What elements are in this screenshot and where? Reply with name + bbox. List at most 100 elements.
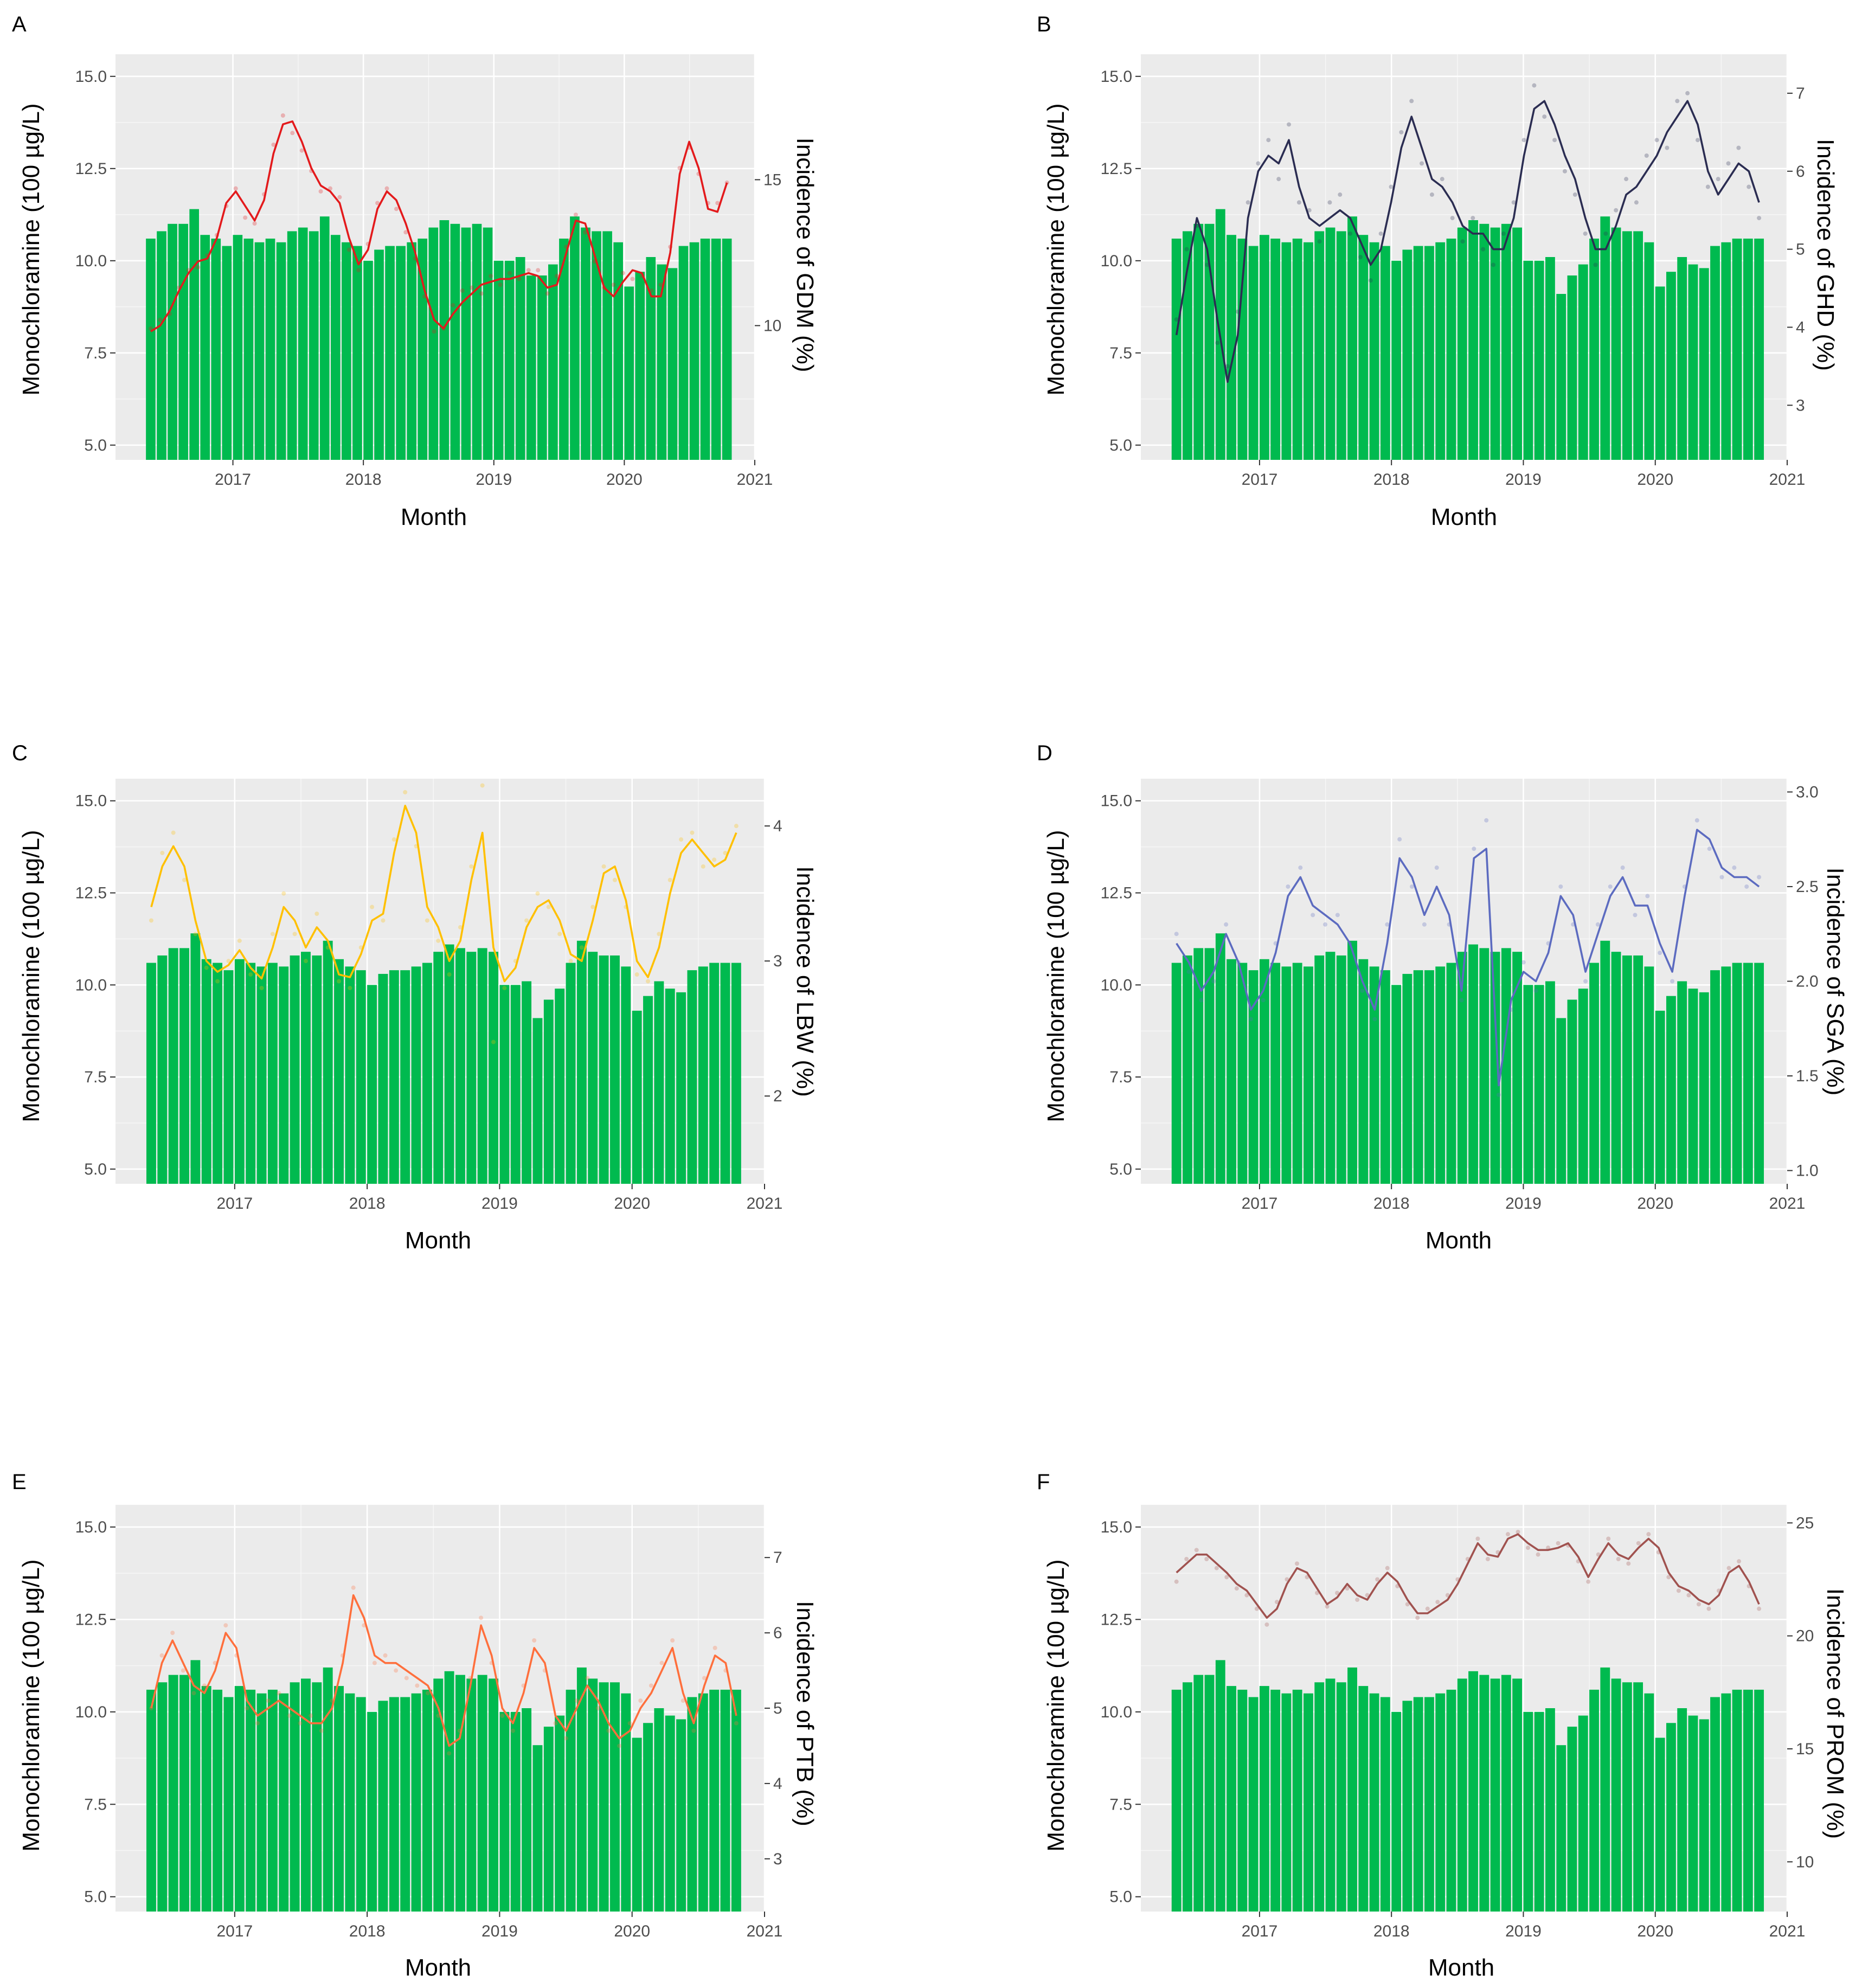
panel-c-point <box>657 932 662 937</box>
panel-f-ytick-label: 12.5 <box>1101 1611 1132 1628</box>
panel-f-xtick-label: 2017 <box>1242 1922 1278 1940</box>
panel-f-bar <box>1204 1675 1215 1912</box>
panel-e-xtick-label: 2021 <box>747 1922 783 1940</box>
panel-c-point <box>292 932 297 937</box>
panel-e-point <box>510 1728 515 1733</box>
panel-c-point <box>193 932 198 937</box>
panel-f-bar <box>1171 1689 1182 1912</box>
panel-c-bar <box>378 973 388 1184</box>
panel-b-bar <box>1171 239 1182 460</box>
panel-e-point <box>298 1721 303 1726</box>
panel-e-bar <box>731 1689 741 1912</box>
panel-f-point <box>1726 1566 1731 1570</box>
panel-f-point <box>1616 1557 1621 1561</box>
panel-b-point <box>1736 145 1741 150</box>
panel-b-bar <box>1347 216 1357 460</box>
panel-a-point <box>715 201 720 206</box>
panel-b-point <box>1747 184 1751 189</box>
panel-c-bar <box>234 959 245 1184</box>
panel-e-bar <box>389 1697 399 1912</box>
panel-b-point <box>1614 208 1619 213</box>
panel-d-bar <box>1402 973 1412 1184</box>
panel-d-bar <box>1325 952 1335 1184</box>
panel-c-xtick-label: 2021 <box>747 1195 783 1213</box>
panel-f-bar <box>1193 1675 1204 1912</box>
panel-a-y2tick-label: 10 <box>763 317 781 335</box>
panel-c-xtick-label: 2020 <box>614 1195 650 1213</box>
panel-d-y2tick-label: 1.5 <box>1796 1067 1819 1085</box>
panel-a-ytick-label: 12.5 <box>75 160 107 178</box>
panel-a-point <box>432 329 436 334</box>
panel-f-bar <box>1215 1660 1225 1912</box>
panel-f-y2label: Incidence of PROM (%) <box>1822 1588 1848 1839</box>
panel-c-bar <box>466 952 477 1184</box>
panel-c-bar <box>157 955 168 1184</box>
panel-c-xtick-label: 2018 <box>349 1195 386 1213</box>
panel-a-point <box>611 283 616 287</box>
panel-e-y2tick-label: 6 <box>773 1624 782 1642</box>
panel-e-bar <box>157 1682 168 1912</box>
panel-c-point <box>391 837 396 842</box>
panel-b-point <box>1593 262 1598 267</box>
panel-d-point <box>1410 884 1415 889</box>
panel-d-point <box>1199 998 1204 1003</box>
panel-c-point <box>723 850 728 855</box>
panel-f-bar <box>1633 1682 1643 1912</box>
panel-c-y2tick-label: 2 <box>773 1087 782 1105</box>
panel-e-point <box>319 1728 324 1733</box>
panel-c-point <box>469 864 474 869</box>
panel-c-point <box>646 979 651 984</box>
panel-e-bar <box>499 1711 510 1912</box>
panel-e-bar <box>698 1693 708 1912</box>
panel-b-bar <box>1699 268 1709 460</box>
panel-a-point <box>460 288 465 293</box>
panel-d-bar <box>1534 985 1544 1184</box>
panel-b-bar <box>1402 249 1412 460</box>
panel-b-xlabel: Month <box>1431 504 1497 530</box>
panel-a-bar <box>298 227 308 460</box>
panel-c-point <box>458 925 463 929</box>
panel-f-bar <box>1655 1737 1665 1912</box>
panel-e-bar <box>334 1686 344 1912</box>
panel-e-bar <box>676 1719 686 1912</box>
panel-a-bar <box>581 227 590 460</box>
panel-d-bar <box>1183 955 1192 1184</box>
panel-b-bar <box>1369 242 1379 460</box>
panel-b-point <box>1603 231 1608 236</box>
panel-b-point <box>1716 177 1720 182</box>
panel-b-bar <box>1193 223 1204 460</box>
panel-e-bar <box>345 1693 355 1912</box>
panel-f-bar <box>1325 1678 1335 1912</box>
panel-c-point <box>281 891 286 896</box>
panel-d-point <box>1174 932 1179 937</box>
panel-b-point <box>1440 177 1444 182</box>
panel-d-point <box>1497 1092 1501 1097</box>
panel-f-letter: F <box>1037 1470 1050 1494</box>
panel-d-xtick-label: 2021 <box>1769 1195 1806 1213</box>
panel-f-point <box>1375 1577 1380 1582</box>
panel-e-point <box>404 1676 409 1681</box>
panel-f-xlabel: Month <box>1428 1954 1494 1981</box>
panel-c-point <box>734 824 739 829</box>
panel-d-point <box>1670 979 1675 984</box>
panel-f-point <box>1385 1566 1390 1570</box>
panel-d-point <box>1360 988 1365 993</box>
panel-a-bar <box>243 239 254 460</box>
panel-a-bar <box>363 260 373 460</box>
panel-b-point <box>1685 91 1690 95</box>
panel-a-bar <box>309 231 319 460</box>
panel-f-point <box>1415 1615 1420 1620</box>
panel-a-bar <box>374 249 384 460</box>
panel-e-point <box>553 1721 558 1726</box>
panel-a-bar <box>352 246 362 460</box>
panel-d-bar <box>1644 966 1654 1184</box>
panel-a-point <box>346 247 351 252</box>
panel-e-point <box>181 1668 185 1673</box>
panel-d-point <box>1397 837 1402 842</box>
panel-c-bar <box>389 970 399 1184</box>
panel-d-bar <box>1446 963 1456 1184</box>
panel-a-point <box>507 271 512 275</box>
panel-e-xtick-label: 2019 <box>481 1922 518 1940</box>
panel-d-bar <box>1347 940 1357 1184</box>
panel-b-point <box>1245 200 1250 205</box>
